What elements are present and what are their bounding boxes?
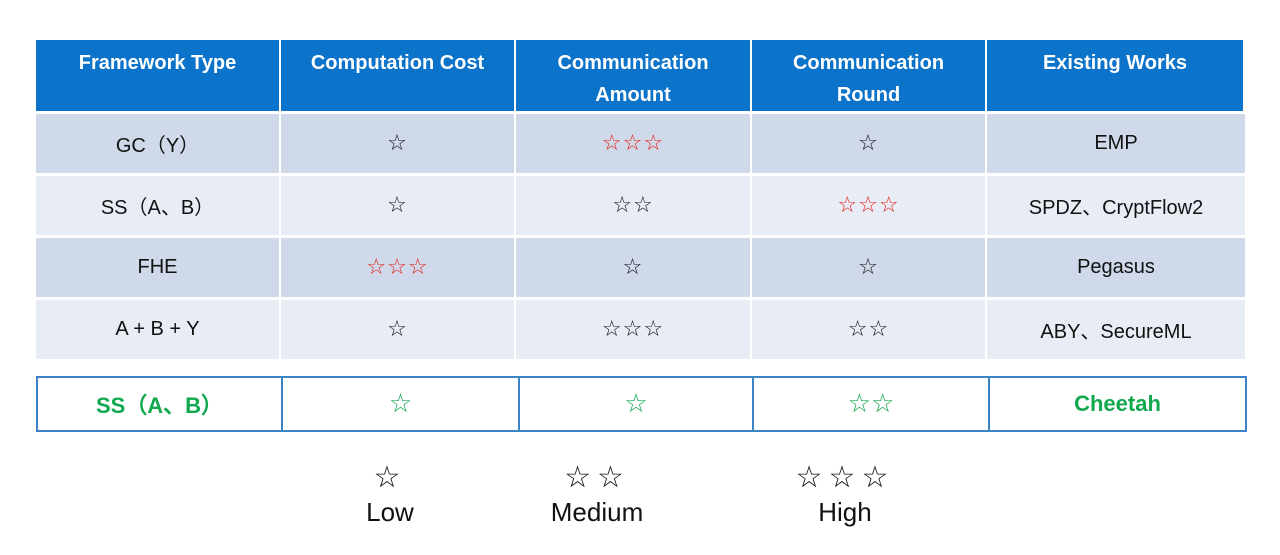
legend-label: High — [818, 497, 872, 527]
legend-label: Low — [366, 497, 414, 527]
cell-existing-works: Pegasus — [987, 238, 1245, 300]
star-rating-computation: ☆☆☆ — [281, 238, 516, 300]
header-computation-cost: Computation Cost — [281, 40, 516, 114]
star-rating-amount: ☆☆ — [516, 176, 752, 238]
legend-low: ☆ Low — [340, 460, 440, 528]
header-framework-type: Framework Type — [36, 40, 281, 114]
cell-framework-type: A + B + Y — [36, 300, 281, 362]
header-communication-round: Communication Round — [752, 40, 987, 114]
highlight-row: SS（A、B） ☆ ☆ ☆☆ Cheetah — [36, 376, 1247, 432]
highlight-star-amount: ☆ — [520, 378, 754, 430]
comparison-table: Framework Type Computation Cost Communic… — [36, 40, 1245, 362]
legend-star-icon: ☆☆ — [564, 460, 630, 495]
legend-star-icon: ☆☆☆ — [795, 460, 895, 495]
header-existing-works: Existing Works — [987, 40, 1245, 114]
highlight-existing-works: Cheetah — [1074, 391, 1161, 416]
highlight-star-round: ☆☆ — [754, 378, 990, 430]
cell-existing-works: SPDZ、CryptFlow2 — [987, 176, 1245, 238]
cell-existing-works: EMP — [987, 114, 1245, 176]
star-rating-amount: ☆☆☆ — [516, 300, 752, 362]
header-communication-amount: Communication Amount — [516, 40, 752, 114]
legend-star-icon: ☆ — [373, 460, 407, 495]
cell-framework-type: GC（Y） — [36, 114, 281, 176]
legend-label: Medium — [550, 497, 644, 527]
star-rating-computation: ☆ — [281, 300, 516, 362]
cell-framework-type: SS（A、B） — [36, 176, 281, 238]
star-rating-computation: ☆ — [281, 176, 516, 238]
cell-existing-works: ABY、SecureML — [987, 300, 1245, 362]
star-rating-round: ☆ — [752, 114, 987, 176]
cell-framework-type: FHE — [36, 238, 281, 300]
star-rating-amount: ☆☆☆ — [516, 114, 752, 176]
star-rating-round: ☆ — [752, 238, 987, 300]
legend-medium: ☆☆ Medium — [532, 460, 662, 528]
star-rating-computation: ☆ — [281, 114, 516, 176]
highlight-framework-type: SS（A、B） — [38, 378, 283, 430]
star-rating-amount: ☆ — [516, 238, 752, 300]
highlight-star-computation: ☆ — [283, 378, 520, 430]
star-rating-round: ☆☆☆ — [752, 176, 987, 238]
star-rating-round: ☆☆ — [752, 300, 987, 362]
legend-high: ☆☆☆ High — [775, 460, 915, 528]
